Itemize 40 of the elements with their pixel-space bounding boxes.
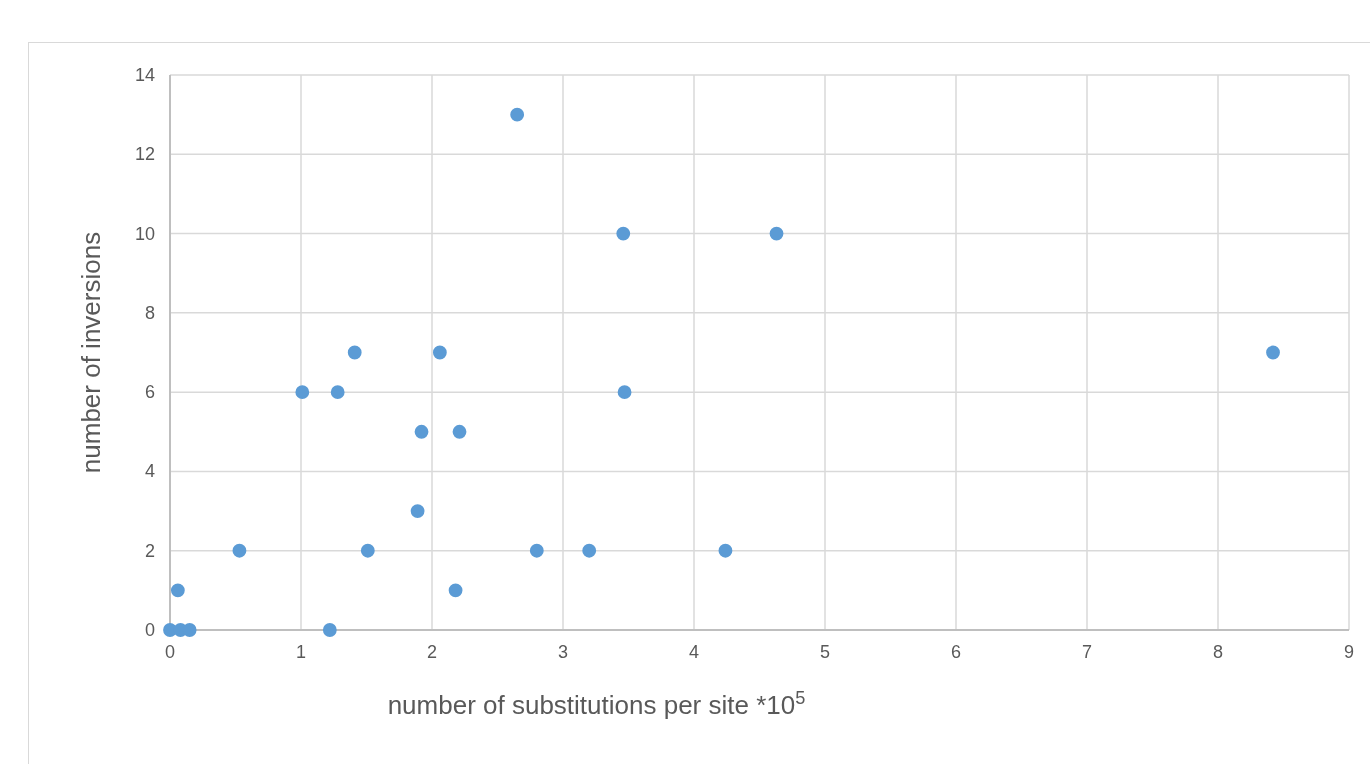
y-tick-label: 6 <box>144 382 155 403</box>
point <box>452 424 467 439</box>
point <box>769 226 784 241</box>
point <box>330 385 345 400</box>
y-tick-label: 14 <box>134 65 155 85</box>
x-tick-label: 0 <box>164 642 176 662</box>
x-axis-title: number of substitutions per site *10$^{5}$ <box>387 688 806 720</box>
point <box>360 543 375 558</box>
y-tick-label: 12 <box>134 144 155 165</box>
point <box>529 543 544 558</box>
point <box>295 385 310 400</box>
point <box>448 583 463 598</box>
y-tick-label: 10 <box>134 223 155 244</box>
point <box>347 345 362 360</box>
point <box>410 504 425 518</box>
point <box>582 543 597 558</box>
x-tick-label: 1 <box>295 642 307 662</box>
point <box>510 107 525 122</box>
y-tick-label: 0 <box>144 620 155 640</box>
point <box>414 424 429 439</box>
point <box>1266 345 1280 360</box>
x-tick-label: 2 <box>426 642 438 662</box>
x-tick-label: 9 <box>1343 642 1355 662</box>
x-tick-label: 3 <box>557 642 569 662</box>
x-tick-label: 7 <box>1081 642 1093 662</box>
x-tick-label: 6 <box>950 642 962 662</box>
y-tick-label: 8 <box>144 302 155 323</box>
x-tick-label: 4 <box>688 642 700 662</box>
point <box>617 385 632 400</box>
point <box>232 543 247 558</box>
x-tick-label: 5 <box>819 642 831 662</box>
point <box>616 226 631 241</box>
y-tick-label: 4 <box>144 461 155 482</box>
point <box>718 543 733 558</box>
point <box>432 345 447 360</box>
x-tick-label: 8 <box>1212 642 1224 662</box>
point <box>170 583 185 598</box>
point <box>322 623 337 637</box>
y-tick-label: 2 <box>144 540 155 561</box>
y-axis-title: number of inversions <box>76 231 106 474</box>
